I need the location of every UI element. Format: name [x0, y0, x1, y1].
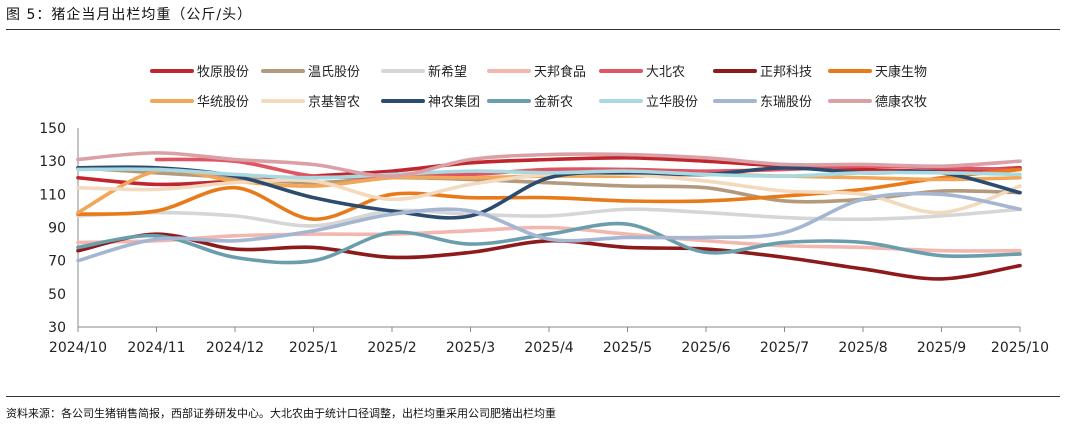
figure-title: 图 5：猪企当月出栏均重（公斤/头） [6, 7, 253, 23]
legend-label: 德康农牧 [875, 94, 927, 110]
source-note: 资料来源：各公司生猪销售简报，西部证券研发中心。大北农由于统计口径调整，出栏均重… [6, 407, 556, 420]
series-line-7 [76, 167, 1022, 222]
series-line-3 [76, 207, 1022, 228]
legend-label: 天邦食品 [534, 64, 586, 80]
x-tick-label: 2025/8 [838, 340, 887, 356]
series-line-12 [76, 167, 1022, 180]
y-axis: 30 50 70 90 110 130 150 [39, 121, 79, 336]
x-tick-label: 2024/12 [206, 340, 264, 356]
x-tick-label: 2025/7 [760, 340, 809, 356]
x-tick-label: 2025/9 [917, 340, 966, 356]
legend-label: 温氏股份 [308, 65, 360, 80]
legend-label: 京基智农 [308, 95, 360, 110]
x-tick-label: 2025/3 [446, 340, 495, 356]
x-tick-label: 2024/10 [49, 340, 107, 356]
legend-label: 大北农 [646, 65, 685, 80]
legend-label: 华统股份 [197, 95, 249, 110]
series-line-13 [76, 191, 1022, 263]
legend-label: 牧原股份 [197, 65, 249, 80]
x-tick-label: 2025/2 [367, 340, 416, 356]
legend-label: 立华股份 [646, 95, 698, 110]
legend-label: 正邦科技 [760, 65, 812, 80]
x-tick-label: 2025/4 [524, 340, 573, 356]
x-tick-label: 2025/6 [681, 340, 730, 356]
x-tick-label: 2024/11 [127, 340, 185, 356]
y-tick-label: 30 [48, 320, 66, 336]
legend-label: 神农集团 [428, 94, 480, 110]
y-tick-label: 130 [39, 154, 66, 170]
y-tick-label: 110 [39, 187, 66, 203]
series-line-14 [76, 151, 1022, 178]
series-line-4 [76, 225, 1022, 253]
x-tick-label: 2025/1 [289, 340, 338, 356]
series-line-11 [76, 221, 1022, 265]
y-tick-label: 70 [48, 254, 66, 270]
legend-label: 东瑞股份 [760, 95, 812, 110]
legend-label: 天康生物 [875, 64, 927, 80]
y-tick-label: 90 [48, 221, 66, 237]
x-tick-label: 2025/5 [603, 340, 652, 356]
series-lines [76, 151, 1022, 281]
x-tick-label: 2025/10 [991, 340, 1049, 356]
x-axis: 2024/10 2024/11 2024/12 2025/1 2025/2 2025/3 2… [49, 326, 1049, 356]
bottom-rule [6, 396, 1060, 397]
legend-label: 金新农 [534, 94, 573, 110]
legend-label: 新希望 [428, 64, 467, 80]
top-rule [6, 29, 1060, 30]
y-tick-label: 150 [39, 121, 66, 137]
y-tick-label: 50 [48, 287, 66, 303]
